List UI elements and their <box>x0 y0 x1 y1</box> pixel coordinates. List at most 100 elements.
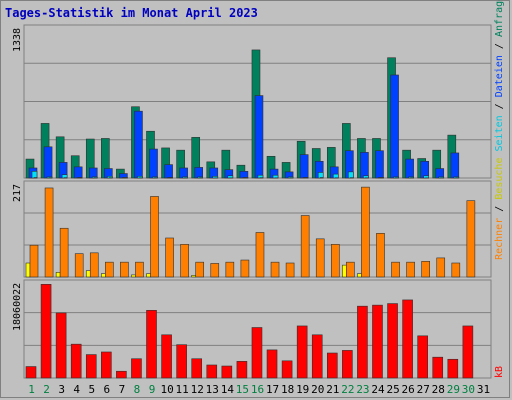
bar-rechner-day-27 <box>421 261 430 278</box>
bar-dateien-day-29 <box>450 152 460 179</box>
day-label-25: 25 <box>386 383 399 396</box>
day-label-23: 23 <box>356 383 369 396</box>
bar-kb-day-18 <box>281 360 293 379</box>
bar-kb-day-6 <box>101 351 112 379</box>
day-label-10: 10 <box>160 383 173 396</box>
bar-rechner-day-30 <box>466 200 476 278</box>
bar-kb-day-20 <box>311 334 323 379</box>
bar-kb-day-23 <box>357 305 368 379</box>
bar-kb-day-1 <box>25 366 37 379</box>
bar-rechner-day-13 <box>210 263 220 278</box>
bar-rechner-day-11 <box>180 244 189 278</box>
bar-dateien-day-24 <box>375 150 384 179</box>
day-label-11: 11 <box>176 383 189 396</box>
day-label-14: 14 <box>221 383 235 396</box>
bar-kb-day-11 <box>176 344 187 379</box>
bar-rechner-day-23 <box>361 186 370 278</box>
bar-seiten-day-21 <box>332 173 339 179</box>
bar-rechner-day-25 <box>391 261 400 278</box>
day-label-5: 5 <box>88 383 95 396</box>
legend-dateien: Dateien <box>494 55 505 97</box>
bar-kb-day-8 <box>131 358 142 379</box>
bar-rechner-day-20 <box>315 238 325 278</box>
bar-rechner-day-4 <box>74 253 84 278</box>
day-label-16: 16 <box>251 383 264 396</box>
bar-kb-day-9 <box>146 310 157 379</box>
bar-kb-day-7 <box>116 370 127 379</box>
day-label-18: 18 <box>281 383 294 396</box>
bar-dateien-day-12 <box>194 167 204 179</box>
bar-dateien-day-16 <box>254 95 264 179</box>
day-label-1: 1 <box>28 383 35 396</box>
svg-text:kB Rechner /: kB Rechner / Besuche Seiten / Dateien / … <box>494 0 505 378</box>
bar-rechner-day-19 <box>300 215 310 278</box>
day-label-15: 15 <box>236 383 249 396</box>
chart-title: Tages-Statistik im Monat April 2023 <box>5 6 258 20</box>
bar-kb-day-15 <box>236 361 248 379</box>
bar-kb-day-30 <box>462 325 474 379</box>
bar-kb-day-5 <box>85 354 97 379</box>
day-label-12: 12 <box>191 383 204 396</box>
bar-kb-day-12 <box>191 358 203 379</box>
legend-besuche: Besuche <box>494 158 505 200</box>
bar-seiten-day-1 <box>31 171 38 179</box>
bar-kb-day-27 <box>417 335 428 379</box>
day-label-31: 31 <box>477 383 490 396</box>
bar-kb-day-2 <box>40 284 52 379</box>
bar-rechner-day-24 <box>376 233 385 278</box>
bar-kb-day-10 <box>161 334 172 379</box>
right-legend-svg: kB Rechner / Besuche Seiten / Dateien / … <box>494 0 505 378</box>
day-label-9: 9 <box>149 383 156 396</box>
bar-rechner-day-5 <box>89 252 99 278</box>
bar-besuche-day-12 <box>191 275 197 278</box>
day-label-7: 7 <box>119 383 126 396</box>
day-label-30: 30 <box>462 383 475 396</box>
bar-dateien-day-4 <box>73 166 83 179</box>
bar-dateien-day-28 <box>435 168 445 179</box>
bar-rechner-day-12 <box>195 261 205 278</box>
bar-rechner-day-2 <box>44 187 54 278</box>
bar-rechner-day-15 <box>240 259 250 278</box>
bar-rechner-day-22 <box>346 261 355 278</box>
bar-kb-day-16 <box>251 327 263 379</box>
bar-besuche-day-23 <box>357 273 362 278</box>
bar-kb-day-13 <box>206 364 218 379</box>
bar-besuche-day-5 <box>85 270 91 278</box>
bar-kb-day-25 <box>387 303 398 379</box>
bar-kb-day-19 <box>296 325 308 379</box>
day-label-27: 27 <box>417 383 430 396</box>
bar-rechner-day-16 <box>255 232 265 278</box>
bar-dateien-day-5 <box>88 167 98 179</box>
bar-dateien-day-26 <box>405 158 414 179</box>
day-label-4: 4 <box>73 383 80 396</box>
bar-rechner-day-9 <box>150 196 159 278</box>
bar-rechner-day-21 <box>330 244 340 278</box>
bar-rechner-day-26 <box>406 261 415 278</box>
day-label-2: 2 <box>43 383 50 396</box>
bar-kb-day-28 <box>432 356 444 379</box>
bar-besuche-day-6 <box>101 273 106 278</box>
bar-seiten-day-22 <box>348 171 354 179</box>
legend-seiten: Seiten <box>494 115 505 151</box>
bar-seiten-day-20 <box>317 172 324 179</box>
legend-anfragen: Anfragen <box>494 0 505 37</box>
bar-seiten-day-17 <box>272 174 279 179</box>
bar-dateien-day-25 <box>390 74 399 179</box>
bar-rechner-day-18 <box>285 262 295 278</box>
day-label-6: 6 <box>104 383 111 396</box>
bar-kb-day-24 <box>372 304 383 379</box>
day-label-13: 13 <box>206 383 219 396</box>
day-label-8: 8 <box>134 383 141 396</box>
legend-kb: kB <box>494 366 505 378</box>
bar-kb-day-17 <box>266 349 278 379</box>
bar-dateien-day-19 <box>299 154 309 179</box>
day-label-3: 3 <box>58 383 65 396</box>
bar-kb-day-3 <box>55 312 67 379</box>
bar-rechner-day-8 <box>135 261 144 278</box>
bar-rechner-day-29 <box>451 262 461 278</box>
bar-kb-day-21 <box>326 352 338 379</box>
bar-dateien-day-8 <box>134 110 143 179</box>
day-label-24: 24 <box>371 383 385 396</box>
